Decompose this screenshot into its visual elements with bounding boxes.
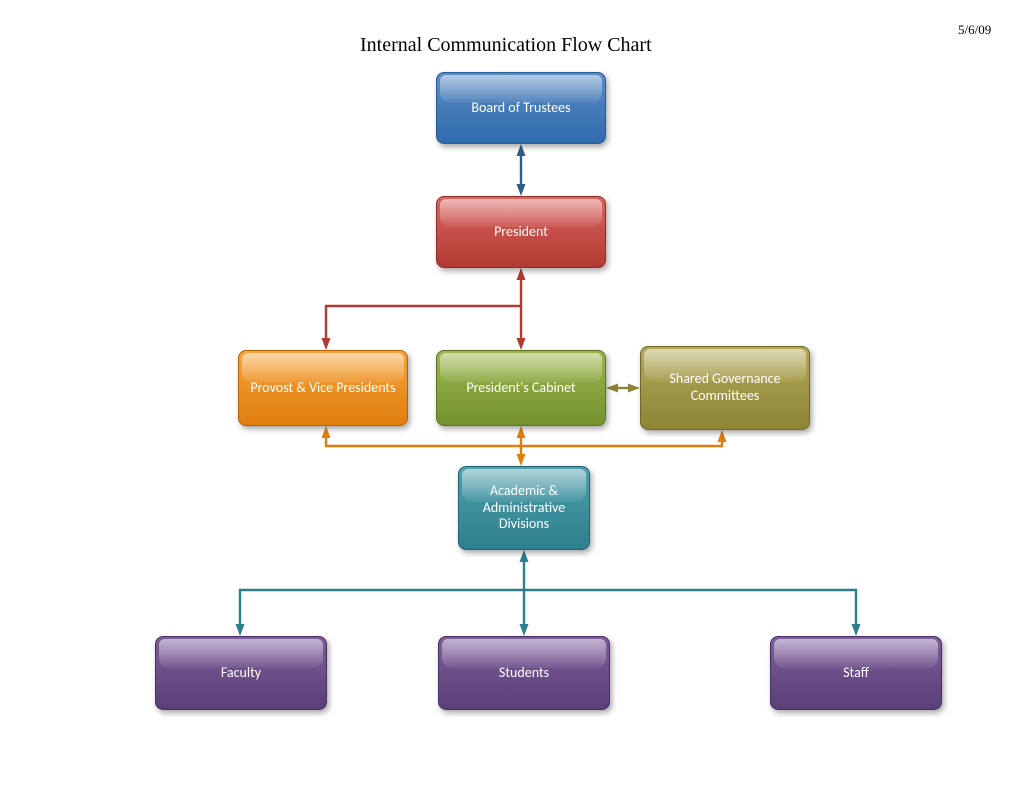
chart-title: Internal Communication Flow Chart xyxy=(360,34,652,57)
node-students: Students xyxy=(438,636,610,710)
node-provost: Provost & Vice Presidents xyxy=(238,350,408,426)
node-label-provost: Provost & Vice Presidents xyxy=(250,380,395,397)
node-president: President xyxy=(436,196,606,268)
node-cabinet: President's Cabinet xyxy=(436,350,606,426)
node-label-shared: Shared Governance Committees xyxy=(651,371,799,405)
node-label-students: Students xyxy=(499,665,549,682)
node-label-board: Board of Trustees xyxy=(471,100,570,117)
node-label-staff: Staff xyxy=(843,665,869,682)
node-board: Board of Trustees xyxy=(436,72,606,144)
node-divisions: Academic & Administrative Divisions xyxy=(458,466,590,550)
flowchart-canvas: Internal Communication Flow Chart 5/6/09… xyxy=(0,0,1035,800)
node-label-president: President xyxy=(494,224,548,241)
date-label: 5/6/09 xyxy=(958,22,991,38)
node-shared: Shared Governance Committees xyxy=(640,346,810,430)
node-faculty: Faculty xyxy=(155,636,327,710)
node-label-divisions: Academic & Administrative Divisions xyxy=(469,483,579,533)
node-label-cabinet: President's Cabinet xyxy=(466,380,575,397)
node-label-faculty: Faculty xyxy=(221,665,261,682)
node-staff: Staff xyxy=(770,636,942,710)
